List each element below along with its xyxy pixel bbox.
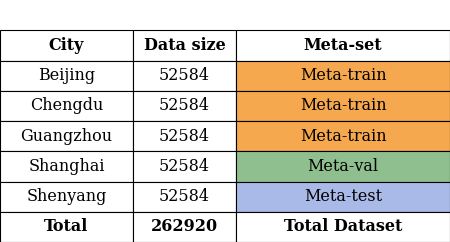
Text: 52584: 52584 — [159, 97, 210, 114]
FancyBboxPatch shape — [133, 121, 236, 151]
Text: Meta-val: Meta-val — [307, 158, 379, 175]
FancyBboxPatch shape — [133, 182, 236, 212]
Text: Meta-set: Meta-set — [304, 37, 382, 54]
FancyBboxPatch shape — [0, 212, 133, 242]
FancyBboxPatch shape — [0, 60, 133, 91]
FancyBboxPatch shape — [236, 212, 450, 242]
Text: Meta-train: Meta-train — [300, 97, 387, 114]
FancyBboxPatch shape — [236, 151, 450, 182]
Text: 262920: 262920 — [151, 218, 218, 235]
Text: Shenyang: Shenyang — [26, 188, 107, 205]
FancyBboxPatch shape — [133, 212, 236, 242]
Text: Shanghai: Shanghai — [28, 158, 104, 175]
Text: 52584: 52584 — [159, 158, 210, 175]
Text: Beijing: Beijing — [38, 67, 95, 84]
Text: 52584: 52584 — [159, 67, 210, 84]
FancyBboxPatch shape — [133, 60, 236, 91]
Text: Data size: Data size — [144, 37, 225, 54]
Text: Chengdu: Chengdu — [30, 97, 103, 114]
FancyBboxPatch shape — [133, 91, 236, 121]
FancyBboxPatch shape — [236, 60, 450, 91]
Text: Meta-train: Meta-train — [300, 67, 387, 84]
Text: 52584: 52584 — [159, 188, 210, 205]
FancyBboxPatch shape — [0, 182, 133, 212]
FancyBboxPatch shape — [0, 151, 133, 182]
Text: Meta-train: Meta-train — [300, 128, 387, 145]
Text: Total: Total — [44, 218, 89, 235]
FancyBboxPatch shape — [236, 91, 450, 121]
Text: Meta-test: Meta-test — [304, 188, 382, 205]
FancyBboxPatch shape — [0, 30, 133, 60]
Text: Total Dataset: Total Dataset — [284, 218, 402, 235]
Text: 52584: 52584 — [159, 128, 210, 145]
Text: City: City — [49, 37, 84, 54]
FancyBboxPatch shape — [236, 182, 450, 212]
FancyBboxPatch shape — [236, 121, 450, 151]
FancyBboxPatch shape — [133, 151, 236, 182]
FancyBboxPatch shape — [0, 91, 133, 121]
FancyBboxPatch shape — [236, 30, 450, 60]
FancyBboxPatch shape — [133, 30, 236, 60]
FancyBboxPatch shape — [0, 121, 133, 151]
Text: Guangzhou: Guangzhou — [20, 128, 112, 145]
